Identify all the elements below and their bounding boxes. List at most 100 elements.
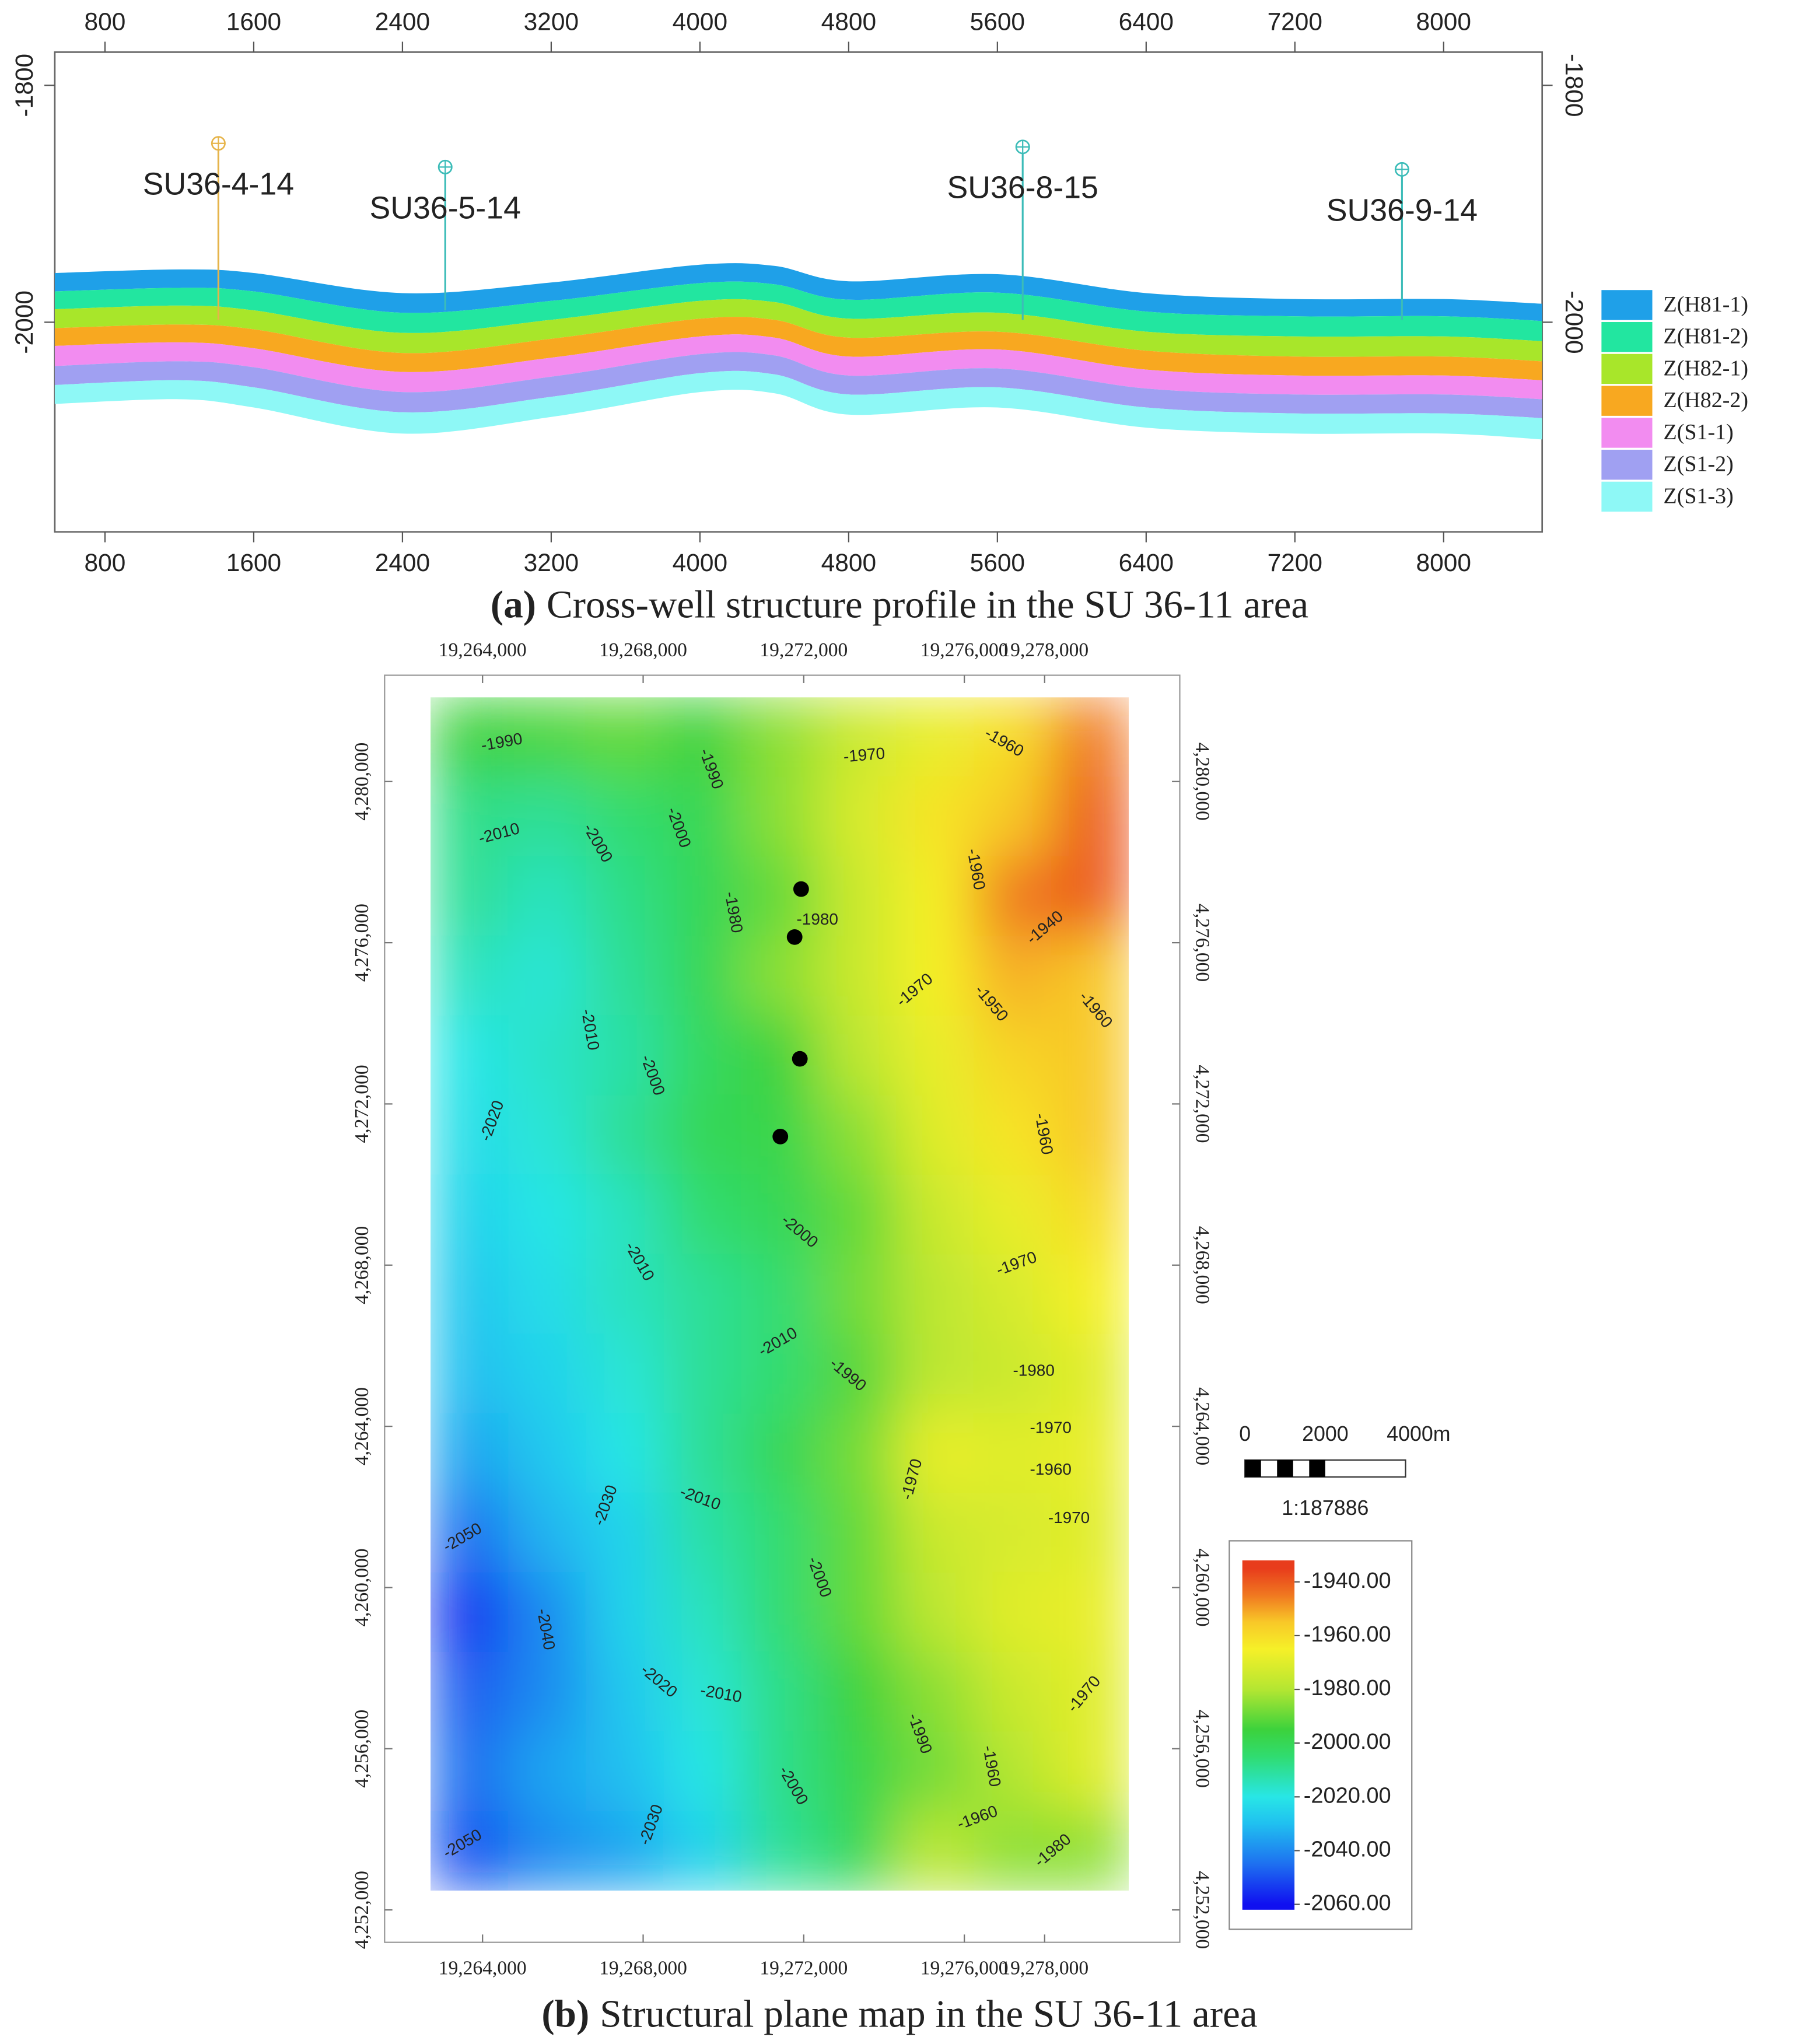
layer xyxy=(54,334,1542,400)
map-cell xyxy=(430,776,509,858)
map-cell xyxy=(818,1174,897,1255)
map-cell xyxy=(663,1413,742,1494)
y-tick-label: 4,268,000 xyxy=(1192,1226,1213,1304)
map-cell xyxy=(818,1811,897,1891)
map-cell xyxy=(741,1493,820,1573)
map-cell xyxy=(663,1493,742,1573)
map-cell xyxy=(974,1651,1052,1732)
map-cell xyxy=(508,856,586,937)
map-cell xyxy=(741,1254,820,1335)
legend-label: Z(H81-2) xyxy=(1664,324,1749,349)
caption-text: Structural plane map in the SU 36-11 are… xyxy=(600,1992,1257,2036)
map-cell xyxy=(585,1095,664,1175)
map-cell xyxy=(508,936,586,1016)
x-tick-label: 19,264,000 xyxy=(439,1957,527,1979)
map-cell xyxy=(1051,856,1129,937)
y-tick-label: 4,256,000 xyxy=(351,1710,373,1788)
map-cell xyxy=(430,697,509,778)
map-cell xyxy=(1051,1015,1129,1096)
map-cell xyxy=(1051,936,1129,1016)
map-cell xyxy=(896,1731,975,1812)
map-cell xyxy=(741,856,820,937)
map-cell xyxy=(896,1334,975,1414)
well-label: SU36-4-14 xyxy=(143,167,294,202)
layer xyxy=(54,352,1542,418)
x-tick-label: 19,268,000 xyxy=(599,1957,687,1979)
map-cell xyxy=(974,697,1052,778)
map-cell xyxy=(1051,1572,1129,1653)
x-tick-label: 8000 xyxy=(1416,8,1471,35)
map-cell xyxy=(430,1015,509,1096)
y-tick-label: 4,280,000 xyxy=(351,743,373,821)
map-cell xyxy=(818,1334,897,1414)
map-cell xyxy=(1051,1095,1129,1175)
x-tick-label: 19,272,000 xyxy=(760,1957,848,1979)
x-tick-label: 1600 xyxy=(226,8,281,35)
x-tick-label: 7200 xyxy=(1268,8,1322,35)
legend-swatch xyxy=(1600,384,1654,418)
surface-line xyxy=(54,263,1542,306)
x-tick-label: 19,278,000 xyxy=(1000,639,1088,661)
caption-label: (b) xyxy=(541,1992,589,2036)
legend-label: Z(S1-1) xyxy=(1664,420,1734,444)
map-cell xyxy=(508,1651,586,1732)
map-cell xyxy=(430,936,509,1016)
map-cell xyxy=(585,856,664,937)
y-tick-label: -1800 xyxy=(1560,54,1588,117)
map-cell xyxy=(430,1254,509,1335)
map-cell xyxy=(430,856,509,937)
map-cell xyxy=(818,936,897,1016)
map-cell xyxy=(585,1413,664,1494)
map-cell xyxy=(663,1334,742,1414)
legend-swatch xyxy=(1600,352,1654,386)
x-tick-label: 1600 xyxy=(226,549,281,576)
layer xyxy=(54,281,1542,341)
layer xyxy=(54,370,1542,440)
map-cell xyxy=(663,1095,742,1175)
map-cell xyxy=(896,1095,975,1175)
map-cell xyxy=(818,1254,897,1335)
map-cell xyxy=(1051,1334,1129,1414)
y-tick-label: 4,252,000 xyxy=(351,1871,373,1949)
scale-bar-label: 0 xyxy=(1239,1422,1251,1446)
colorbar-label: -1940.00 xyxy=(1304,1569,1391,1593)
x-tick-label: 19,264,000 xyxy=(439,639,527,661)
colorbar-label: -2040.00 xyxy=(1304,1838,1391,1862)
map-cell xyxy=(741,1651,820,1732)
map-cell xyxy=(818,1015,897,1096)
x-tick-label: 19,276,000 xyxy=(921,1957,1009,1979)
y-tick-label: -2000 xyxy=(1560,290,1588,354)
map-cell xyxy=(508,1254,586,1335)
well-dot xyxy=(772,1128,789,1144)
y-tick-label: 4,252,000 xyxy=(1192,1871,1213,1949)
map-cell xyxy=(1051,1493,1129,1573)
map-cell xyxy=(508,1572,586,1653)
legend-label: Z(H81-1) xyxy=(1664,292,1749,317)
map-cell xyxy=(818,1731,897,1812)
map-cell xyxy=(974,1413,1052,1494)
map-cell xyxy=(430,1572,509,1653)
map-cell xyxy=(585,697,664,778)
map-cell xyxy=(896,776,975,858)
map-cell xyxy=(974,1572,1052,1653)
map-cell xyxy=(974,1095,1052,1175)
map-cell xyxy=(508,1731,586,1812)
map-cell xyxy=(896,1651,975,1732)
y-tick-label: -2000 xyxy=(10,290,38,354)
map-cell xyxy=(508,1811,586,1891)
y-tick-label: 4,260,000 xyxy=(1192,1548,1213,1626)
map-cell xyxy=(508,1015,586,1096)
colorbar xyxy=(1242,1560,1295,1910)
caption-text: Cross-well structure profile in the SU 3… xyxy=(547,583,1308,626)
map-cell xyxy=(508,1334,586,1414)
y-tick-label: 4,276,000 xyxy=(1192,904,1213,982)
y-tick-label: 4,276,000 xyxy=(351,904,373,982)
legend-label: Z(S1-2) xyxy=(1664,452,1734,477)
x-tick-label: 19,272,000 xyxy=(760,639,848,661)
map-cell xyxy=(974,856,1052,937)
map-cell xyxy=(974,1811,1052,1891)
map-cell xyxy=(585,1811,664,1891)
map-field xyxy=(430,697,1129,1891)
